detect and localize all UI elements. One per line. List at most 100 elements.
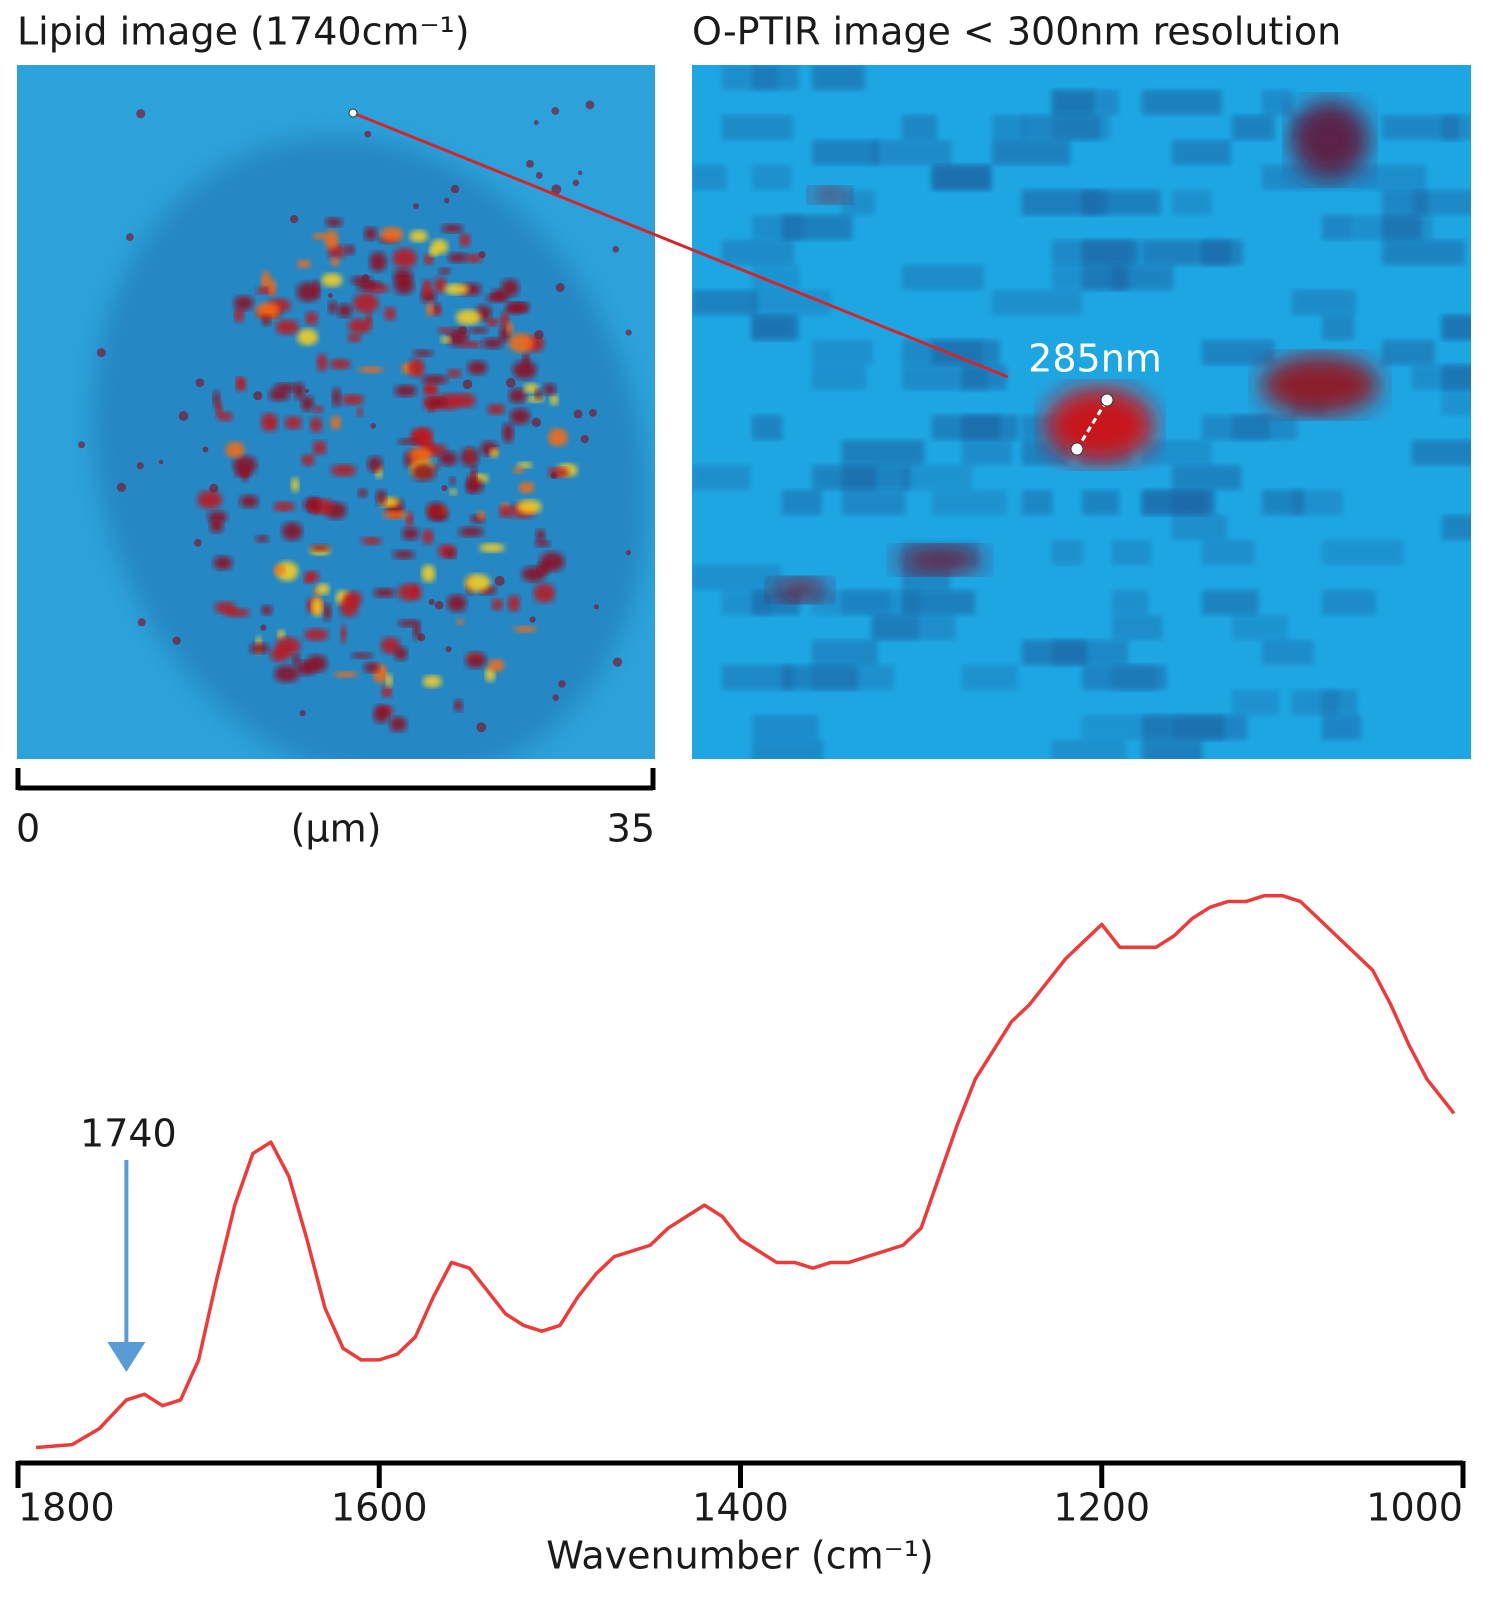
texture-blob: [202, 446, 209, 453]
texture-blob: [330, 257, 341, 267]
texture-block: [1322, 315, 1355, 340]
texture-blob: [325, 217, 343, 227]
texture-block: [1232, 115, 1275, 140]
texture-blob: [441, 485, 448, 492]
texture-blob: [548, 427, 568, 447]
texture-blob: [393, 646, 408, 661]
texture-block: [812, 665, 894, 690]
texture-block: [962, 665, 1018, 690]
texture-blob: [549, 394, 559, 406]
texture-blob: [498, 505, 513, 518]
texture-blob: [78, 441, 86, 449]
annotation-arrowhead: [107, 1342, 146, 1372]
texture-blob: [444, 283, 469, 295]
texture-blob: [537, 562, 550, 575]
texture-block: [932, 415, 1019, 440]
texture-blob: [572, 179, 580, 187]
texture-block: [1262, 640, 1314, 665]
texture-blob: [255, 535, 269, 543]
texture-block: [1112, 265, 1174, 290]
texture-blob: [255, 302, 280, 320]
texture-block: [992, 115, 1025, 140]
texture-block: [1142, 740, 1203, 759]
texture-blob: [531, 417, 542, 428]
texture-block: [902, 115, 938, 140]
texture-blob: [330, 415, 342, 430]
texture-blob: [445, 646, 452, 653]
texture-blob: [449, 476, 456, 485]
texture-blob: [260, 412, 278, 432]
texture-block: [1082, 715, 1171, 740]
texture-block: [1202, 540, 1255, 565]
texture-blob: [551, 107, 560, 115]
texture-block: [1172, 465, 1242, 490]
texture-blob: [534, 388, 543, 400]
texture-blob: [365, 312, 373, 328]
texture-block: [782, 490, 822, 515]
marker-dot: [348, 108, 358, 118]
texture-blob: [241, 465, 249, 482]
texture-blob: [394, 276, 414, 295]
texture-block: [1112, 540, 1151, 565]
texture-block: [1112, 590, 1149, 615]
texture-blob: [535, 529, 546, 542]
texture-blob: [522, 352, 530, 367]
texture-blob: [467, 360, 488, 375]
texture-blob: [580, 434, 589, 444]
texture-blob: [232, 455, 257, 475]
texture-blob: [452, 393, 476, 408]
texture-blob: [235, 376, 244, 389]
texture-blob: [312, 280, 320, 298]
texture-blob: [810, 187, 850, 203]
texture-block: [1322, 215, 1353, 240]
texture-blob: [136, 462, 144, 470]
texture-blob: [438, 451, 458, 466]
texture-block: [842, 440, 925, 465]
texture-block: [1112, 615, 1163, 640]
texture-block: [812, 640, 878, 665]
texture-blob: [361, 274, 370, 283]
texture-blob: [423, 381, 437, 396]
texture-blob: [589, 408, 597, 417]
texture-blob: [558, 680, 566, 688]
texture-blob: [333, 671, 358, 678]
texture-blob: [533, 583, 556, 603]
texture-blob: [370, 423, 377, 429]
texture-block: [1292, 690, 1339, 715]
texture-block: [1142, 440, 1212, 465]
texture-blob: [268, 278, 277, 296]
texture-blob: [585, 100, 595, 110]
texture-block: [1382, 215, 1422, 240]
texture-block: [812, 140, 879, 165]
texture-blob: [284, 416, 302, 430]
texture-blob: [268, 389, 290, 401]
texture-blob: [233, 295, 254, 311]
texture-blob: [426, 302, 434, 317]
texture-blob: [413, 349, 434, 357]
texture-blob: [453, 699, 463, 712]
texture-blob: [348, 318, 371, 334]
texture-blob: [577, 170, 583, 176]
texture-block: [1382, 240, 1465, 265]
texture-blob: [299, 710, 306, 717]
texture-blob: [351, 652, 374, 659]
texture-blob: [477, 510, 486, 520]
optir-image: [692, 65, 1471, 759]
texture-block: [1022, 190, 1098, 215]
texture-block: [1082, 240, 1140, 265]
texture-blob: [375, 489, 387, 506]
marker-dot: [1100, 393, 1114, 407]
texture-blob: [275, 319, 299, 335]
texture-blob: [273, 564, 286, 576]
texture-blob: [573, 409, 583, 419]
texture-blob: [291, 477, 300, 493]
scale-bar-label: (μm): [291, 807, 382, 851]
texture-blob: [518, 481, 535, 494]
panel-title: Lipid image (1740cm⁻¹): [17, 10, 470, 54]
texture-blob: [458, 326, 468, 335]
texture-blob: [385, 673, 393, 688]
texture-blob: [389, 716, 407, 732]
texture-block: [842, 590, 921, 615]
texture-block: [1442, 515, 1471, 540]
